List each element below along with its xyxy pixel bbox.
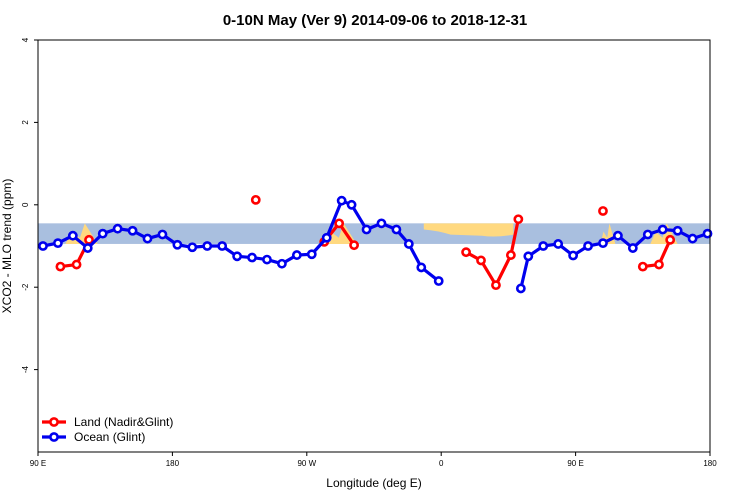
data-point (642, 229, 653, 240)
data-point (433, 276, 444, 286)
data-point (523, 251, 534, 262)
data-point (376, 218, 387, 229)
y-axis-label: XCO2 - MLO trend (ppm) (0, 179, 14, 314)
data-point (637, 261, 648, 272)
data-point (403, 239, 414, 249)
data-point (515, 283, 526, 294)
data-point (553, 239, 564, 249)
y-tick-label: 4 (21, 37, 30, 42)
data-point (232, 251, 243, 262)
data-point (361, 224, 372, 235)
band-rect (38, 223, 710, 244)
data-point (583, 241, 593, 251)
data-point (71, 259, 82, 270)
legend-marker (49, 417, 59, 427)
data-point (391, 224, 402, 235)
y-tick-label: -2 (21, 283, 30, 291)
data-point (665, 234, 676, 245)
data-point (112, 223, 123, 234)
data-point (277, 258, 287, 269)
x-tick-label: 0 (439, 459, 444, 468)
data-point (247, 252, 257, 263)
data-point (334, 218, 345, 229)
land-strip-africa (423, 223, 514, 237)
data-point (598, 206, 608, 216)
plot-frame (37, 39, 711, 453)
data-point (157, 229, 168, 240)
data-point (416, 262, 427, 273)
data-point (55, 261, 66, 272)
y-tick-label: 0 (21, 202, 30, 207)
chart-title: 0-10N May (Ver 9) 2014-09-06 to 2018-12-… (223, 12, 527, 29)
data-point (321, 232, 332, 243)
series-ocean (38, 195, 713, 294)
data-point (172, 239, 183, 250)
data-point (505, 250, 516, 260)
y-axis: -4 -2 0 2 4 (21, 37, 38, 373)
data-point (702, 228, 713, 239)
data-point (513, 214, 524, 225)
reference-band (38, 223, 710, 244)
legend: Land (Nadir&Glint)Ocean (Glint) (42, 415, 173, 444)
y-tick-label: -4 (21, 365, 30, 373)
data-point (82, 243, 93, 253)
data-point (657, 224, 668, 235)
data-point (67, 230, 78, 241)
data-point (38, 241, 48, 251)
data-point (491, 280, 501, 291)
x-tick-label: 90 E (30, 459, 46, 468)
data-point (127, 225, 138, 236)
data-point (461, 247, 471, 258)
x-tick-label: 180 (703, 459, 717, 468)
data-point (613, 230, 623, 241)
y-tick-label: 2 (21, 120, 30, 125)
x-axis-label: Longitude (deg E) (326, 476, 421, 490)
data-point (250, 194, 261, 205)
data-point (687, 233, 698, 244)
x-tick-label: 180 (166, 459, 180, 468)
data-point (654, 259, 664, 270)
data-point (336, 195, 347, 206)
data-point (291, 250, 302, 260)
data-point (627, 243, 638, 253)
data-point (598, 238, 608, 249)
data-point (53, 238, 63, 249)
data-point (217, 241, 228, 251)
series-layer (38, 194, 713, 294)
data-point (202, 241, 213, 251)
x-axis: 90 E 180 90 W 0 90 E 180 (30, 452, 717, 468)
data-point (97, 228, 108, 239)
data-point (187, 242, 198, 253)
data-point (568, 250, 579, 261)
data-point (349, 240, 359, 251)
series-line (42, 199, 440, 283)
legend-label: Land (Nadir&Glint) (74, 415, 173, 429)
data-point (262, 254, 272, 265)
legend-label: Ocean (Glint) (74, 430, 145, 444)
data-point (346, 199, 357, 210)
x-tick-label: 90 W (297, 459, 316, 468)
data-point (476, 255, 486, 266)
x-tick-label: 90 E (567, 459, 583, 468)
legend-marker (49, 432, 59, 442)
data-point (142, 233, 153, 244)
data-point (306, 249, 317, 260)
data-point (538, 241, 549, 251)
data-point (672, 225, 683, 236)
